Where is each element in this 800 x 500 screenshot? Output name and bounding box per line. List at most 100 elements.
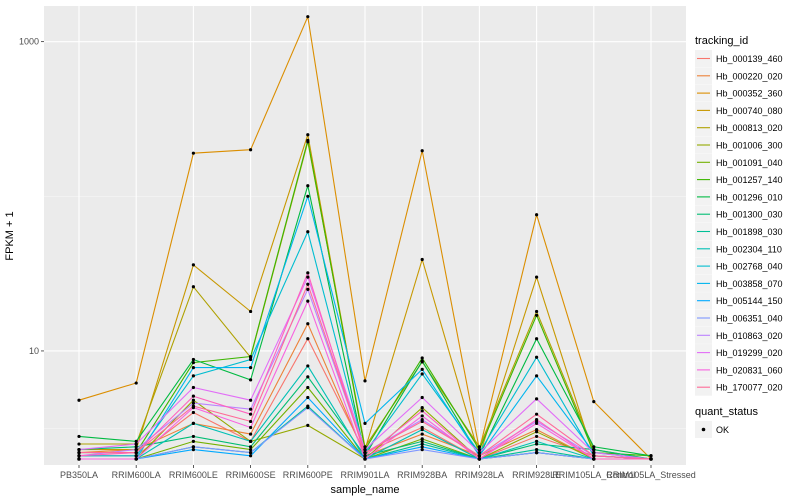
legend-label: Hb_010863_020 [716,331,783,341]
x-tick-label: RRIM901LA [340,470,389,480]
y-tick-label: 10 [29,346,39,356]
data-point [77,398,81,402]
data-point [134,448,138,452]
data-point [420,367,424,371]
data-point [77,454,81,458]
data-point [191,374,195,378]
legend-label: Hb_002768_040 [716,262,783,272]
data-point [477,445,481,449]
data-point [134,442,138,446]
data-point [420,439,424,444]
data-point [420,442,424,446]
legend-label: Hb_019299_020 [716,348,783,358]
data-point [191,385,195,390]
data-point [191,434,195,439]
data-point [649,457,653,461]
data-point [306,322,310,326]
data-point [420,359,424,363]
data-point [477,457,481,461]
data-point [420,448,424,452]
data-point [249,439,253,444]
data-point [420,257,424,262]
data-point [592,448,596,452]
x-tick-label: RRIM105LA_Stressed [606,470,696,480]
x-tick-label: PB350LA [60,470,98,480]
data-point [535,448,539,452]
data-point [306,364,310,368]
legend-title: tracking_id [695,35,748,47]
data-point [191,421,195,425]
data-point [592,445,596,449]
data-point [535,430,539,434]
data-point [249,454,253,458]
data-point [249,354,253,359]
x-tick-label: RRIM928LE [512,470,561,480]
x-tick-label: RRIM105LA_Control [552,470,635,480]
data-point [363,454,367,458]
x-tick-label: RRIM600PE [283,470,333,480]
data-point [306,271,310,275]
data-point [191,394,195,398]
legend-point [701,427,706,432]
data-point [249,366,253,370]
data-point [363,448,367,452]
data-point [191,151,195,155]
legend: tracking_id Hb_000139_460 Hb_000220_020 Hb… [695,35,783,438]
data-point [535,421,539,425]
data-point [477,448,481,452]
data-point [306,375,310,379]
legend-shape-title: quant_status [695,406,758,418]
data-point [191,366,195,370]
legend-label: Hb_002304_110 [716,244,782,254]
data-point [535,397,539,401]
data-point [363,445,367,449]
data-point [420,437,424,441]
x-axis-title: sample_name [330,484,399,496]
data-point [249,451,253,455]
data-point [592,457,596,461]
legend-label: Hb_001006_300 [716,141,783,151]
data-point [77,442,81,446]
grid-lines [44,6,686,465]
legend-label: Hb_001257_140 [716,175,783,185]
data-point [249,445,253,449]
data-point [477,451,481,455]
data-point [306,337,310,341]
data-point [306,138,310,142]
data-point [191,361,195,365]
legend-label: Hb_000352_360 [716,89,783,99]
legend-label: Hb_001296_010 [716,192,783,202]
legend-label: Hb_020831_060 [716,365,783,375]
data-point [420,356,424,360]
data-point [249,419,253,424]
data-point [306,287,310,291]
y-axis-title: FPKM + 1 [4,211,16,260]
data-point [134,457,138,461]
data-point [191,445,195,449]
data-point [134,381,138,385]
data-point [420,414,424,418]
data-point [535,337,539,341]
data-point [306,406,310,410]
y-tick-label: 1000 [19,37,39,47]
data-point [420,149,424,153]
legend-label: Hb_170077_020 [716,383,783,393]
legend-label: Hb_000813_020 [716,123,783,133]
data-point [535,374,539,378]
data-point [77,451,81,455]
data-point [363,451,367,455]
data-point [191,401,195,405]
data-point [77,434,81,439]
data-point [306,15,310,19]
axis-ticks: 10 1000 PB350LA RRIM600LA RRIM600LE RRIM600SE… [19,37,696,480]
data-point [191,404,195,408]
data-point [420,445,424,449]
data-point [306,385,310,390]
data-point [535,412,539,416]
legend-label: Hb_000220_020 [716,71,783,81]
data-point [535,275,539,279]
data-point [134,454,138,458]
data-point [420,432,424,436]
data-point [306,299,310,303]
